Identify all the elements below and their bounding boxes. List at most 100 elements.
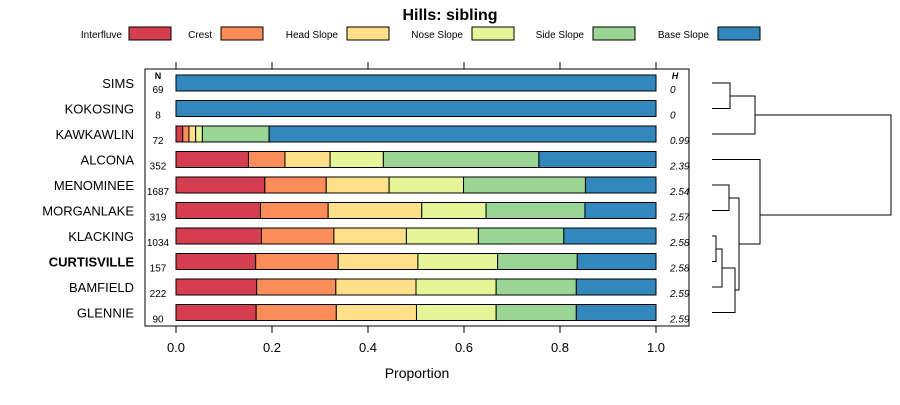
legend-label: Head Slope: [286, 30, 339, 41]
dendrogram-branch: [712, 267, 736, 313]
bar-segment: [485, 202, 586, 219]
bar-segment: [584, 176, 657, 194]
dendrogram-branch: [712, 184, 730, 211]
bar-segment: [255, 253, 339, 270]
bar-segment: [259, 202, 329, 219]
n-value: 1687: [147, 187, 170, 198]
bar-segment: [247, 151, 286, 168]
bar-segment: [329, 151, 384, 168]
bar-segment: [497, 253, 578, 270]
n-value: 352: [150, 162, 167, 173]
legend-swatch: [471, 26, 515, 41]
legend-label: Nose Slope: [411, 30, 463, 41]
bar-segment: [327, 202, 423, 219]
legend-label: Crest: [188, 30, 212, 41]
x-tick-label: 0.6: [455, 340, 473, 355]
bar-segment: [260, 227, 335, 245]
n-value: 222: [150, 289, 167, 300]
x-axis: 0.0 0.2 0.4 0.6 0.8 1.0: [167, 62, 665, 355]
bar-segment: [405, 227, 479, 245]
category-label: MENOMINEE: [54, 178, 135, 193]
dendrogram: [712, 82, 892, 313]
bar-segment: [195, 125, 203, 143]
h-value: 2.59: [669, 289, 690, 300]
h-column-header: H: [672, 71, 679, 81]
category-label: CURTISVILLE: [49, 255, 135, 270]
n-value: 157: [150, 264, 167, 275]
n-value: 319: [150, 213, 167, 224]
bar-segment: [175, 125, 184, 143]
bar-segment: [182, 125, 190, 143]
bar-segment: [388, 176, 465, 194]
h-value: 2.39: [669, 162, 690, 173]
bar-segment: [188, 125, 197, 143]
h-value: 2.57: [669, 213, 690, 224]
n-value: 8: [155, 111, 161, 122]
dendrogram-branch: [712, 248, 723, 288]
x-tick-label: 0.4: [359, 340, 377, 355]
bar-segment: [382, 151, 540, 168]
bar-segment: [175, 253, 257, 270]
bar-segment: [575, 304, 657, 321]
bar-segment: [417, 253, 499, 270]
bar-segment: [538, 151, 657, 168]
category-label: MORGANLAKE: [42, 204, 134, 219]
n-value: 90: [152, 315, 164, 326]
h-value: 0.99: [670, 136, 690, 147]
bars: SIMS 69 0 KOKOSING 8 0 KAWKAWLIN 72 0.99 ALCONA 35…: [42, 74, 690, 326]
bar-segment: [495, 278, 577, 296]
bar-segment: [175, 151, 249, 168]
bar-segment: [337, 253, 419, 270]
bar-segment: [175, 227, 262, 245]
bar-segment: [284, 151, 331, 168]
category-label: KOKOSING: [65, 102, 134, 117]
category-label: KLACKING: [68, 229, 134, 244]
category-label: GLENNIE: [77, 306, 134, 321]
bar-segment: [333, 227, 407, 245]
bar-segment: [175, 202, 261, 219]
bar-segment: [264, 176, 327, 194]
dendrogram-branch: [712, 82, 731, 109]
plot-frame: [144, 68, 690, 327]
legend-swatch: [717, 26, 761, 41]
legend-swatch: [128, 26, 172, 41]
bar-segment: [175, 278, 258, 296]
x-tick-label: 0.2: [263, 340, 281, 355]
n-value: 69: [152, 85, 164, 96]
bar-segment: [584, 202, 657, 219]
bar-segment: [175, 304, 257, 321]
bar-segment: [175, 100, 657, 117]
category-label: SIMS: [102, 76, 134, 91]
dendrogram-branch: [712, 235, 717, 262]
chart-title: Hills: sibling: [402, 7, 497, 24]
x-axis-label: Proportion: [385, 365, 450, 381]
legend-label: Base Slope: [658, 30, 710, 41]
h-value: 2.54: [669, 187, 690, 198]
bar-segment: [325, 176, 390, 194]
bar-segment: [268, 125, 657, 143]
n-value: 1034: [147, 238, 170, 249]
dendrogram-branch: [712, 95, 756, 135]
n-column-header: N: [155, 71, 162, 81]
bar-segment: [175, 74, 657, 92]
dendrogram-branch: [755, 114, 892, 216]
bar-segment: [495, 304, 577, 321]
x-tick-label: 0.0: [167, 340, 185, 355]
bar-segment: [575, 278, 657, 296]
h-value: 2.58: [669, 264, 690, 275]
legend-label: Side Slope: [536, 30, 585, 41]
h-value: 0: [670, 111, 676, 122]
category-label: ALCONA: [81, 153, 135, 168]
n-value: 72: [152, 136, 164, 147]
legend-label: Interfluve: [81, 30, 123, 41]
bar-segment: [415, 304, 497, 321]
bar-segment: [335, 304, 417, 321]
legend-swatch: [592, 26, 636, 41]
bar-segment: [201, 125, 270, 143]
bar-segment: [421, 202, 487, 219]
h-value: 0: [670, 85, 676, 96]
bar-segment: [415, 278, 497, 296]
legend-swatch: [220, 26, 264, 41]
x-tick-label: 1.0: [647, 340, 665, 355]
bar-segment: [477, 227, 565, 245]
